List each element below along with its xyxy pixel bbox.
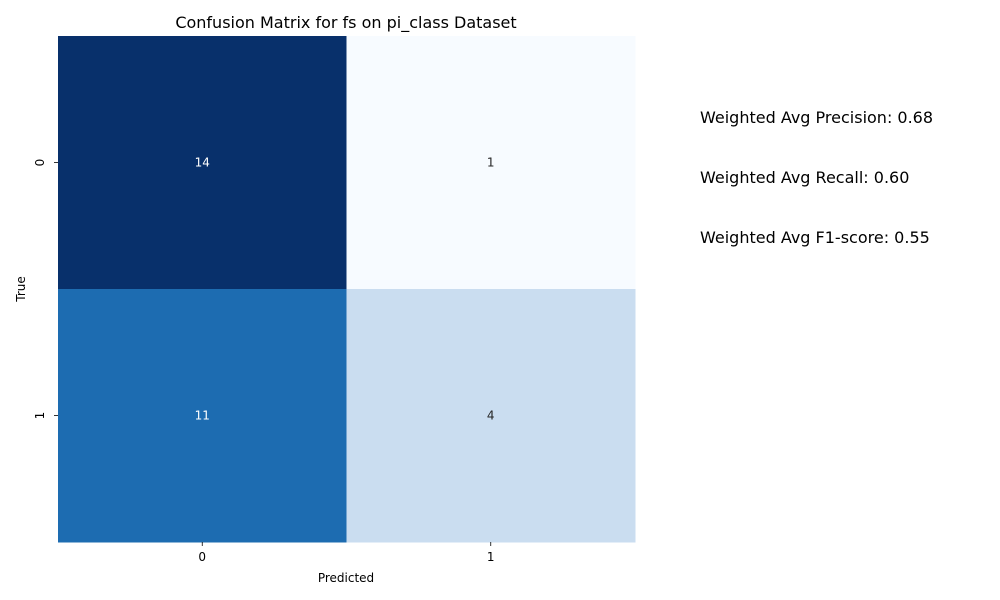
x-tick-label-0: 0 — [198, 550, 206, 564]
heatmap-cell-0-0 — [58, 36, 347, 290]
cell-value-1-0: 11 — [195, 409, 210, 423]
heatmap-cell-1-0 — [58, 289, 347, 543]
weighted-avg-f1-score: Weighted Avg F1-score: 0.55 — [700, 228, 930, 247]
chart-title: Confusion Matrix for fs on pi_class Data… — [175, 13, 516, 33]
y-tick-label-0: 0 — [33, 159, 47, 167]
heatmap-cell-0-1 — [346, 36, 636, 290]
cell-value-1-1: 4 — [487, 409, 495, 423]
y-tick-label-1: 1 — [33, 412, 47, 420]
x-tick-label-1: 1 — [487, 550, 495, 564]
weighted-avg-precision: Weighted Avg Precision: 0.68 — [700, 108, 934, 127]
y-axis-ticks: 01 — [33, 159, 58, 420]
weighted-avg-recall: Weighted Avg Recall: 0.60 — [700, 168, 910, 187]
heatmap-cell-labels: 14 111 4 — [195, 156, 495, 423]
cell-value-0-1: 1 — [487, 156, 495, 170]
x-axis-label: Predicted — [318, 571, 374, 585]
cell-value-0-0: 14 — [195, 156, 210, 170]
y-axis-label: True — [14, 276, 28, 303]
heatmap-cell-1-1 — [346, 289, 636, 543]
heatmap-cells — [58, 36, 636, 543]
